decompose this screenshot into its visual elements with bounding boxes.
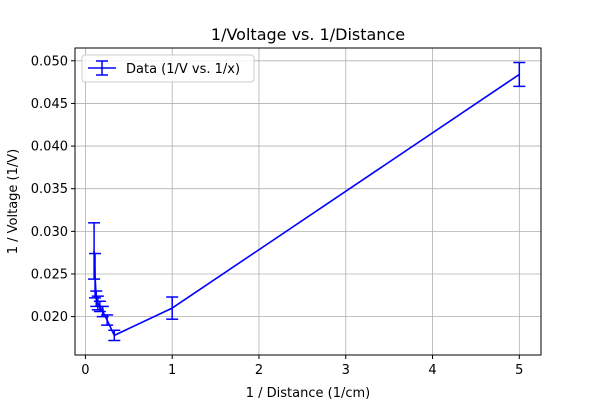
x-tick-label: 2 — [255, 363, 263, 378]
series-layer — [88, 61, 526, 342]
y-tick-label: 0.040 — [31, 140, 68, 155]
tick-layer: 0 1 2 3 4 5 0.020 0.025 0.030 0.035 0.040 0.045 0.05… — [31, 54, 524, 378]
error-bar — [91, 295, 104, 311]
x-axis-label: 1 / Distance (1/cm) — [246, 386, 371, 400]
chart-title: 1/Voltage vs. 1/Distance — [211, 25, 405, 44]
y-tick-label: 0.050 — [31, 54, 68, 69]
x-tick-label: 1 — [168, 363, 176, 378]
y-tick-label: 0.035 — [31, 182, 68, 197]
error-bar — [513, 61, 526, 88]
y-tick-label: 0.020 — [31, 310, 68, 325]
plot-frame — [74, 47, 542, 356]
y-tick-label: 0.025 — [31, 267, 68, 282]
x-tick-label: 4 — [428, 363, 436, 378]
x-tick-label: 3 — [342, 363, 350, 378]
legend-series-label: Data (1/V vs. 1/x) — [126, 62, 240, 77]
legend-box — [81, 54, 255, 83]
y-axis-label: 1 / Voltage (1/V) — [6, 149, 21, 255]
y-tick-label: 0.030 — [31, 225, 68, 240]
grid-layer — [75, 48, 541, 355]
error-bar — [166, 296, 179, 320]
legend: Data (1/V vs. 1/x) — [81, 54, 255, 83]
y-tick-label: 0.045 — [31, 97, 68, 112]
x-tick-label: 0 — [81, 363, 89, 378]
error-bar — [108, 329, 121, 342]
error-bar — [101, 314, 114, 326]
error-bar — [88, 222, 101, 280]
legend-series-handle — [88, 60, 116, 76]
x-tick-label: 5 — [515, 363, 523, 378]
